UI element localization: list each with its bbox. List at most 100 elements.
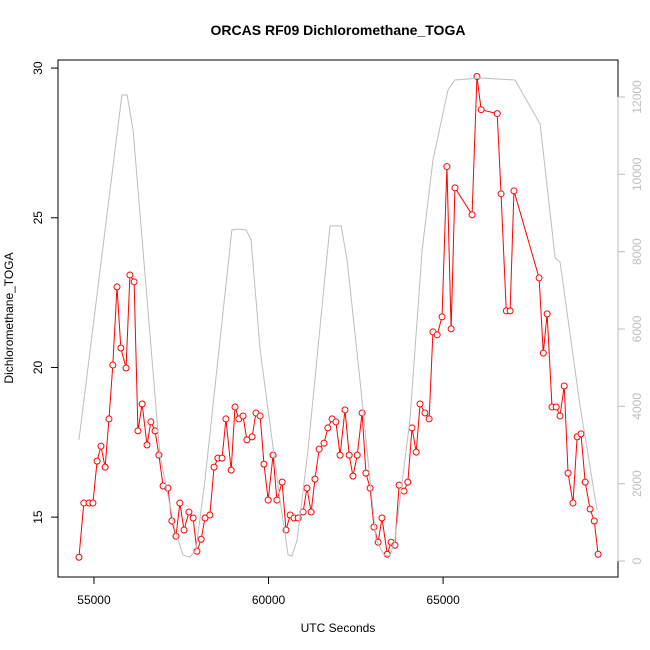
- data-point: [222, 415, 230, 423]
- data-point: [349, 472, 357, 480]
- data-point: [105, 415, 113, 423]
- data-point: [404, 478, 412, 486]
- data-point: [315, 445, 323, 453]
- data-point: [535, 274, 543, 282]
- data-point: [231, 403, 239, 411]
- data-point: [155, 451, 163, 459]
- data-point: [180, 526, 188, 534]
- data-point: [416, 400, 424, 408]
- y-tick-label: 20: [31, 360, 45, 374]
- data-point: [362, 469, 370, 477]
- data-point: [97, 442, 105, 450]
- data-point: [345, 451, 353, 459]
- data-point: [75, 553, 83, 561]
- data-point: [109, 361, 117, 369]
- data-point: [303, 484, 311, 492]
- data-point: [113, 283, 121, 291]
- data-point: [210, 463, 218, 471]
- data-point: [443, 163, 451, 171]
- data-point: [256, 412, 264, 420]
- y-tick-label: 30: [31, 61, 45, 75]
- y2-tick-label: 10000: [630, 157, 644, 191]
- data-point: [590, 517, 598, 525]
- data-point: [543, 310, 551, 318]
- data-point: [248, 433, 256, 441]
- chart-title: ORCAS RF09 Dichloromethane_TOGA: [211, 22, 466, 38]
- data-point: [358, 409, 366, 417]
- y2-tick-label: 6000: [630, 315, 644, 342]
- data-point: [324, 424, 332, 432]
- y-tick-label: 15: [31, 510, 45, 524]
- y-axis-label: Dichloromethane_TOGA: [2, 252, 16, 383]
- y2-tick-label: 8000: [630, 238, 644, 265]
- data-point: [378, 514, 386, 522]
- data-point: [447, 325, 455, 333]
- data-point: [577, 430, 585, 438]
- data-point: [552, 403, 560, 411]
- data-point: [556, 412, 564, 420]
- data-point: [477, 106, 485, 114]
- data-point: [468, 211, 476, 219]
- data-point: [264, 496, 272, 504]
- data-point: [147, 418, 155, 426]
- data-point: [341, 406, 349, 414]
- x-tick-label: 65000: [426, 593, 460, 607]
- data-point: [425, 415, 433, 423]
- data-point: [539, 349, 547, 357]
- data-point: [101, 463, 109, 471]
- y2-tick-label: 12000: [630, 80, 644, 114]
- data-point: [336, 451, 344, 459]
- data-point: [586, 505, 594, 513]
- data-point: [93, 457, 101, 465]
- data-point: [130, 278, 138, 286]
- data-point: [134, 427, 142, 435]
- data-point: [433, 331, 441, 339]
- data-point: [438, 313, 446, 321]
- data-point: [138, 400, 146, 408]
- data-point: [370, 523, 378, 531]
- data-point: [126, 271, 134, 279]
- data-point: [408, 424, 416, 432]
- data-point: [201, 514, 209, 522]
- data-point: [206, 511, 214, 519]
- data-point: [269, 451, 277, 459]
- y2-tick-label: 4000: [630, 393, 644, 420]
- y2-tick-label: 2000: [630, 470, 644, 497]
- data-point: [451, 184, 459, 192]
- data-point: [218, 454, 226, 462]
- data-point: [320, 439, 328, 447]
- data-point: [332, 418, 340, 426]
- data-point: [307, 508, 315, 516]
- data-point: [366, 484, 374, 492]
- x-axis-label: UTC Seconds: [301, 621, 376, 635]
- data-point: [400, 487, 408, 495]
- y-tick-label: 25: [31, 211, 45, 225]
- data-point: [560, 382, 568, 390]
- x-tick-label: 60000: [252, 593, 286, 607]
- data-point: [89, 499, 97, 507]
- data-point: [122, 364, 130, 372]
- data-point: [197, 535, 205, 543]
- data-point: [421, 409, 429, 417]
- data-point: [260, 460, 268, 468]
- data-point: [185, 508, 193, 516]
- data-point: [227, 466, 235, 474]
- y2-tick-label: 0: [630, 557, 644, 564]
- data-point: [239, 412, 247, 420]
- data-point: [176, 499, 184, 507]
- data-point: [506, 307, 514, 315]
- data-point: [311, 475, 319, 483]
- data-point: [243, 436, 251, 444]
- data-point: [353, 451, 361, 459]
- data-point: [412, 448, 420, 456]
- data-point: [143, 441, 151, 449]
- data-point: [117, 344, 125, 352]
- data-point: [564, 469, 572, 477]
- x-tick-label: 55000: [77, 593, 111, 607]
- data-line: [78, 77, 598, 558]
- data-point: [510, 187, 518, 195]
- data-point: [594, 550, 602, 558]
- data-point: [151, 427, 159, 435]
- data-point: [569, 499, 577, 507]
